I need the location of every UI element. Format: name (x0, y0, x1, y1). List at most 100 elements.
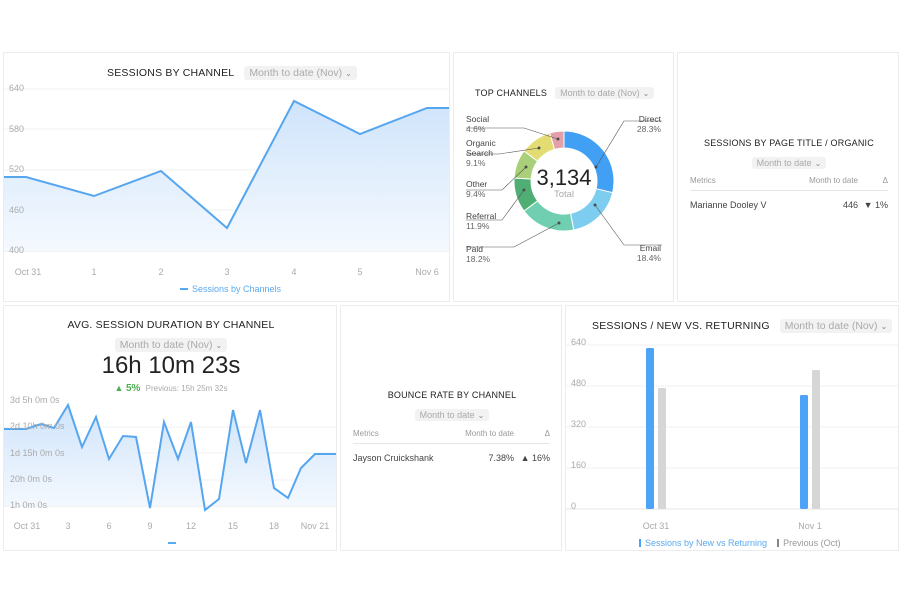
y-tick: 0 (571, 501, 577, 511)
panel-bottom-accent (818, 550, 899, 551)
x-tick: Oct 31 (642, 521, 670, 531)
segment-name: Email (639, 243, 661, 253)
legend-swatch (639, 539, 641, 547)
panel-title: SESSIONS BY PAGE TITLE / ORGANIC (704, 138, 874, 148)
metric-name: Jayson Cruickshank (353, 453, 434, 463)
y-tick: 580 (9, 124, 25, 134)
x-tick: 9 (147, 521, 153, 531)
legend-label-referral: Referral 11.9% (466, 211, 496, 231)
segment-pct: 4.6% (466, 124, 486, 134)
triangle-up-icon: ▲ (114, 383, 126, 393)
legend-label: Previous (Oct) (783, 538, 841, 548)
segment-pct: 18.2% (466, 254, 491, 264)
triangle-down-icon: ▼ (863, 200, 875, 210)
legend-swatch (180, 288, 188, 290)
dropdown-label: Month to date (Nov) (560, 88, 640, 98)
column-header: Δ (858, 176, 888, 191)
delta-value: 16% (531, 453, 550, 463)
column-header: Month to date (792, 176, 858, 191)
segment-pct: 9.4% (466, 189, 486, 199)
x-tick: Oct 31 (14, 267, 42, 277)
y-tick: 520 (9, 164, 25, 174)
metric-value: 7.38% (488, 453, 514, 463)
top-channels-panel: TOP CHANNELS Month to date (Nov) ⌄ (453, 52, 674, 302)
column-header: Metrics (690, 176, 793, 191)
x-tick: Oct 31 (13, 521, 41, 531)
chart-legend[interactable]: Sessions by Channels (180, 284, 281, 294)
segment-name: Other (466, 179, 488, 189)
y-tick: 400 (9, 245, 25, 255)
date-range-dropdown[interactable]: Month to date ⌄ (414, 409, 490, 421)
segment-pct: 18.4% (636, 253, 661, 263)
comparison-row: ▲ 5% Previous: 15h 25m 32s (4, 383, 336, 394)
x-tick: 4 (291, 267, 297, 277)
x-tick: 2 (158, 267, 164, 277)
dropdown-label: Month to date (Nov) (784, 320, 878, 332)
y-tick: 480 (571, 378, 587, 388)
legend-item-current[interactable]: Sessions by New vs Returning (639, 538, 767, 548)
segment-name: Organic Search (466, 138, 496, 158)
sessions-line-chart (4, 88, 449, 252)
delta-value: 1% (874, 200, 888, 210)
avg-session-duration-panel: AVG. SESSION DURATION BY CHANNEL Month t… (3, 305, 337, 551)
delta-cell: ▼ 1% (858, 191, 888, 210)
x-tick: 12 (185, 521, 197, 531)
dropdown-label: Month to date (419, 410, 475, 420)
legend-label: Sessions by Channels (192, 284, 282, 294)
panel-title: SESSIONS BY CHANNEL (107, 67, 235, 79)
table-row[interactable]: Marianne Dooley V 446 ▼ 1% (690, 191, 888, 210)
sessions-by-channel-header: SESSIONS BY CHANNEL Month to date (Nov) ⌄ (107, 66, 357, 80)
y-tick: 1h 0m 0s (10, 500, 48, 510)
column-header: Metrics (353, 429, 454, 444)
donut-total-value: 3,134 (536, 165, 592, 190)
legend-label-organic-search: Organic Search 9.1% (466, 138, 506, 168)
chevron-down-icon: ⌄ (814, 158, 822, 168)
segment-pct: 11.9% (466, 221, 490, 231)
segment-name: Social (466, 114, 490, 124)
legend-label-other: Other 9.4% (466, 179, 487, 199)
chevron-down-icon: ⌄ (880, 321, 888, 331)
x-tick: 18 (268, 521, 280, 531)
panel-title: BOUNCE RATE BY CHANNEL (387, 390, 517, 400)
metric-name: Marianne Dooley V (690, 200, 767, 210)
legend-label-email: Email 18.4% (637, 243, 661, 263)
date-range-dropdown[interactable]: Month to date (Nov) ⌄ (555, 87, 655, 99)
date-range-dropdown[interactable]: Month to date ⌄ (751, 157, 827, 169)
legend-swatch[interactable] (168, 542, 176, 544)
top-channels-donut (466, 120, 662, 248)
segment-name: Referral (466, 211, 497, 221)
new-vs-returning-bar-chart (566, 344, 898, 510)
y-tick: 1d 15h 0m 0s (10, 448, 65, 458)
chevron-down-icon: ⌄ (215, 340, 223, 350)
table-header-row: Metrics Month to date Δ (353, 429, 550, 444)
date-range-dropdown[interactable]: Month to date (Nov) ⌄ (244, 66, 357, 80)
dropdown-label: Month to date (Nov) (119, 339, 213, 351)
y-tick: 20h 0m 0s (10, 474, 53, 484)
metrics-table: Metrics Month to date Δ Marianne Dooley … (690, 176, 888, 210)
date-range-dropdown[interactable]: Month to date (Nov) ⌄ (779, 319, 893, 333)
dropdown-wrap: Month to date ⌄ (341, 405, 561, 423)
segment-pct: 9.1% (466, 158, 486, 168)
column-header: Δ (514, 429, 550, 444)
x-tick: 6 (106, 521, 112, 531)
table-row[interactable]: Jayson Cruickshank 7.38% ▲ 16% (353, 444, 550, 463)
legend-label-direct: Direct 28.3% (637, 114, 661, 134)
dropdown-wrap: Month to date (Nov) ⌄ (4, 335, 336, 353)
x-tick: Nov 6 (415, 267, 439, 277)
donut-total-label: Total (553, 189, 575, 200)
dropdown-label: Month to date (Nov) (249, 67, 343, 79)
previous-value: Previous: 15h 25m 32s (145, 384, 228, 393)
big-value: 16h 10m 23s (101, 352, 241, 379)
dropdown-label: Month to date (756, 158, 812, 168)
sessions-by-page-title-panel: SESSIONS BY PAGE TITLE / ORGANIC Month t… (677, 52, 899, 302)
x-tick: 15 (227, 521, 239, 531)
new-vs-returning-panel: SESSIONS / NEW VS. RETURNING Month to da… (565, 305, 899, 551)
segment-name: Direct (638, 114, 661, 124)
new-vs-returning-header: SESSIONS / NEW VS. RETURNING Month to da… (592, 319, 893, 333)
segment-name: Paid (466, 244, 484, 254)
y-tick: 640 (9, 83, 25, 93)
date-range-dropdown[interactable]: Month to date (Nov) ⌄ (114, 338, 228, 352)
x-tick: 1 (91, 267, 97, 277)
bounce-rate-panel: BOUNCE RATE BY CHANNEL Month to date ⌄ Me… (340, 305, 562, 551)
legend-item-previous[interactable]: Previous (Oct) (777, 538, 841, 548)
